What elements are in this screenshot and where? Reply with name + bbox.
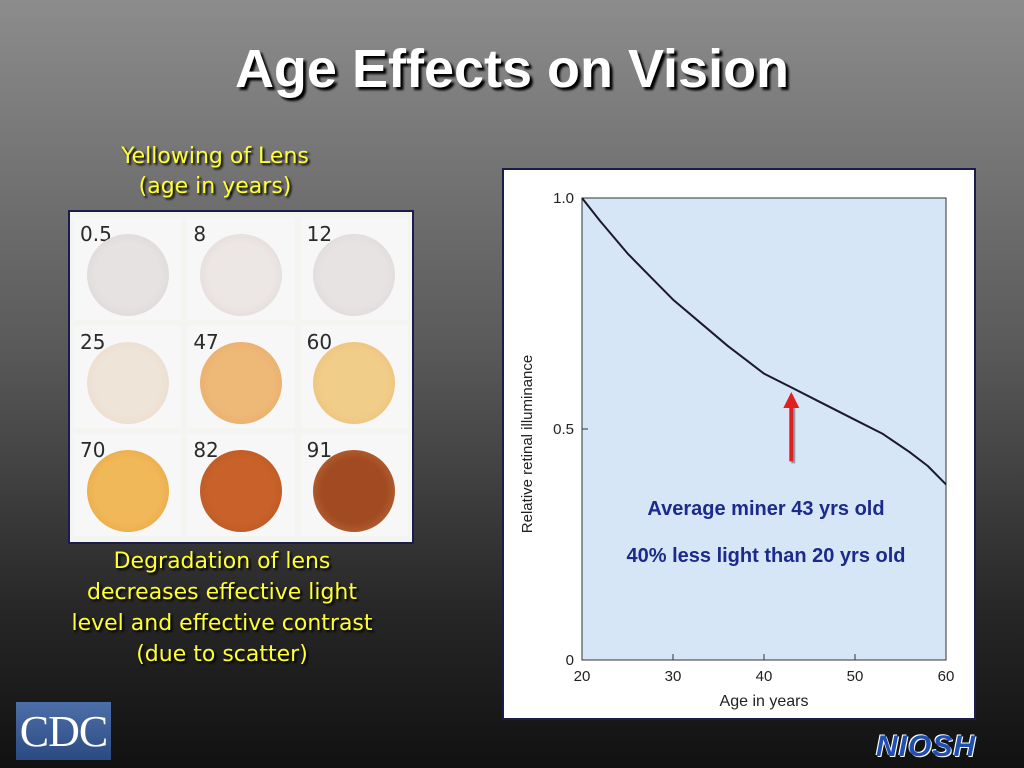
- series-line: [581, 197, 947, 486]
- y-tick-label: 0.5: [553, 421, 574, 438]
- x-tick-label: 30: [665, 668, 682, 685]
- lens-sample: 60: [300, 326, 408, 428]
- lens-sample: 8: [187, 218, 295, 320]
- caption-line: decreases effective light: [87, 580, 357, 605]
- niosh-logo: NIOSH: [876, 730, 977, 763]
- caption-line: level and effective contrast: [71, 611, 373, 636]
- page-title: Age Effects on Vision: [234, 39, 790, 99]
- x-tick-label: 20: [574, 668, 591, 685]
- lens-sample: 47: [187, 326, 295, 428]
- cdc-logo: CDC: [16, 702, 111, 760]
- y-axis-label: Relative retinal illuminance: [519, 355, 536, 533]
- lens-disc: [313, 342, 396, 425]
- lens-age-label: 70: [80, 438, 106, 462]
- chart-svg: 20 30 40 50 60 0 0.5 1.0 Age in years Relative re…: [519, 190, 955, 710]
- lens-caption-line2: (age in years): [138, 174, 292, 199]
- lens-sample: 0.5: [74, 218, 182, 320]
- lens-disc: [199, 342, 282, 425]
- lens-degradation-caption: Degradation of lens decreases effective …: [40, 546, 404, 670]
- lens-caption: Yellowing of Lens (age in years): [60, 142, 370, 202]
- arrow-head: [783, 392, 800, 409]
- lens-disc: [86, 450, 169, 533]
- lens-sample: 82: [187, 434, 295, 536]
- lens-disc: [313, 450, 396, 533]
- annotation-line1: Average miner 43 yrs old: [647, 498, 884, 520]
- x-axis-label: Age in years: [720, 693, 809, 710]
- x-tick-label: 50: [847, 668, 864, 685]
- cdc-logo-text: CDC: [19, 706, 108, 756]
- annotation-line2: 40% less light than 20 yrs old: [627, 545, 906, 567]
- lens-photo-grid: 0.5 8 12 25 47 60 70 82 91: [68, 210, 414, 544]
- lens-sample: 91: [300, 434, 408, 536]
- lens-disc: [86, 234, 169, 317]
- lens-disc: [199, 234, 282, 317]
- x-tick-label: 40: [756, 668, 773, 685]
- y-tick-label: 0: [566, 652, 574, 669]
- lens-disc: [86, 342, 169, 425]
- lens-disc: [199, 450, 282, 533]
- x-tick-label: 60: [938, 668, 955, 685]
- lens-age-label: 25: [80, 330, 106, 354]
- caption-line: (due to scatter): [136, 642, 308, 667]
- lens-caption-line1: Yellowing of Lens: [121, 144, 309, 169]
- caption-line: Degradation of lens: [113, 549, 331, 574]
- lens-age-label: 8: [193, 222, 207, 246]
- illuminance-chart: 20 30 40 50 60 0 0.5 1.0 Age in years Relative re…: [502, 168, 976, 720]
- lens-sample: 25: [74, 326, 182, 428]
- y-tick-label: 1.0: [553, 190, 574, 207]
- plot-area: [581, 197, 947, 661]
- lens-disc: [313, 234, 396, 317]
- lens-sample: 70: [74, 434, 182, 536]
- lens-sample: 12: [300, 218, 408, 320]
